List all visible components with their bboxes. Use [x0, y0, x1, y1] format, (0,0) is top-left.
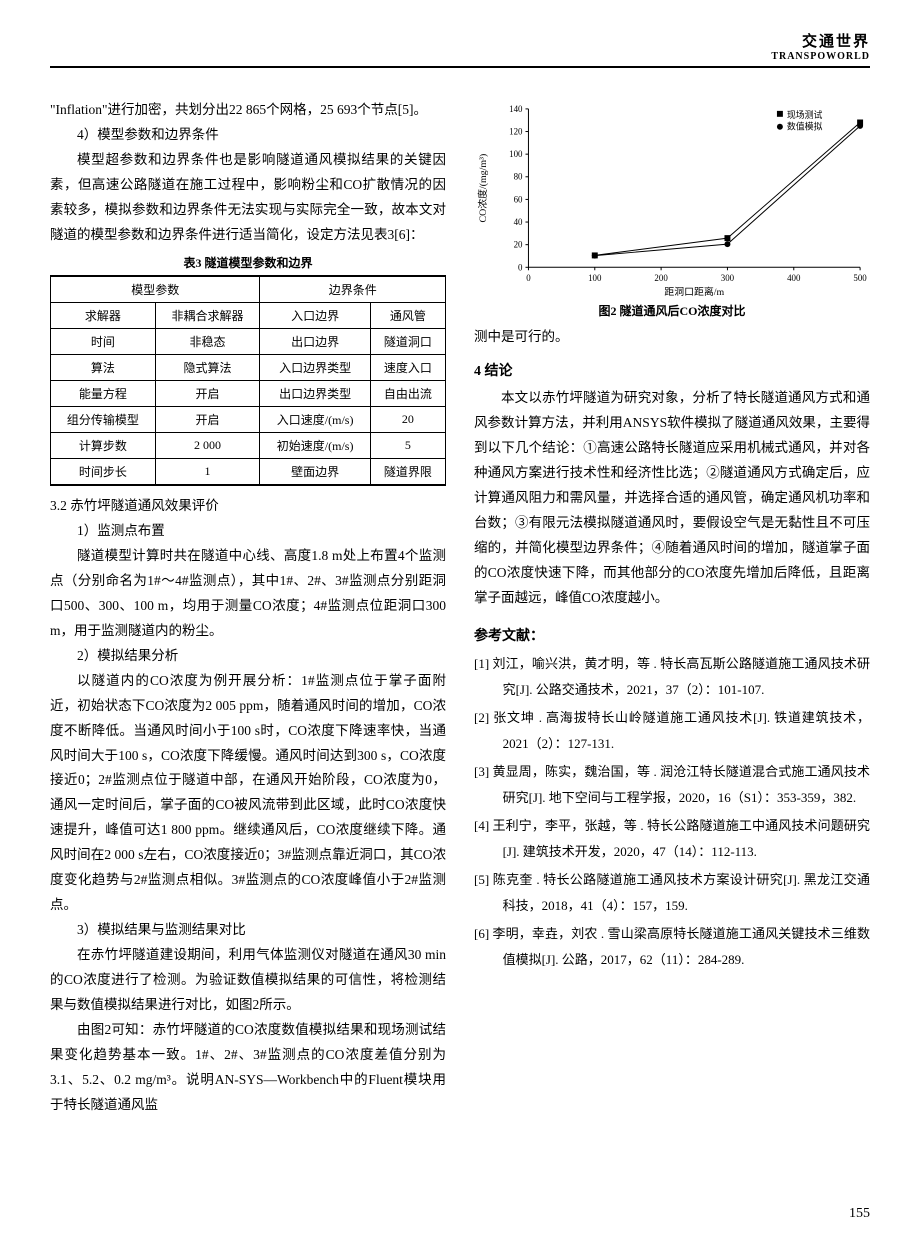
para-monitoring: 隧道模型计算时共在隧道中心线、高度1.8 m处上布置4个监测点（分别命名为1#～… — [50, 544, 446, 644]
journal-title-cn: 交通世界 — [50, 30, 870, 51]
t3c: 2 000 — [155, 432, 260, 458]
para-analysis: 以隧道内的CO浓度为例开展分析：1#监测点位于掌子面附近，初始状态下CO浓度为2… — [50, 669, 446, 919]
svg-text:60: 60 — [514, 194, 523, 204]
t3c: 计算步数 — [51, 432, 156, 458]
figure2-caption: 图2 隧道通风后CO浓度对比 — [474, 302, 870, 319]
svg-text:400: 400 — [787, 273, 801, 283]
section-4-conclusion: 4 结论 — [474, 360, 870, 380]
t3c: 入口边界 — [260, 302, 370, 328]
t3c: 求解器 — [51, 302, 156, 328]
reference-item: [4] 王利宁，李平，张越，等 . 特长公路隧道施工中通风技术问题研究[J]. … — [474, 813, 870, 865]
table3: 模型参数 边界条件 求解器非耦合求解器入口边界通风管 时间非稳态出口边界隧道洞口… — [50, 275, 446, 486]
t3c: 算法 — [51, 354, 156, 380]
svg-text:数值模拟: 数值模拟 — [787, 121, 823, 132]
svg-text:500: 500 — [853, 273, 867, 283]
t3c: 开启 — [155, 380, 260, 406]
reference-item: [5] 陈克奎 . 特长公路隧道施工通风技术方案设计研究[J]. 黑龙江交通科技… — [474, 867, 870, 919]
table3-caption: 表3 隧道模型参数和边界 — [50, 254, 446, 271]
para-inflation: "Inflation"进行加密，共划分出22 865个网格，25 693个节点[… — [50, 98, 446, 123]
svg-text:100: 100 — [588, 273, 602, 283]
svg-text:100: 100 — [509, 149, 523, 159]
reference-item: [2] 张文坤 . 高海拔特长山岭隧道施工通风技术[J]. 铁道建筑技术，202… — [474, 705, 870, 757]
t3c: 隧道洞口 — [370, 328, 445, 354]
reference-item: [1] 刘江，喻兴洪，黄才明，等 . 特长高瓦斯公路隧道施工通风技术研究[J].… — [474, 651, 870, 703]
t3c: 出口边界 — [260, 328, 370, 354]
t3c: 自由出流 — [370, 380, 445, 406]
t3c: 初始速度/(m/s) — [260, 432, 370, 458]
t3c: 5 — [370, 432, 445, 458]
table3-header-1: 边界条件 — [260, 276, 446, 303]
heading-1-monitoring: 1）监测点布置 — [50, 519, 446, 544]
figure2-chart: 0 20 40 60 80 100 120 140 0 100 200 300 400 500 距洞口距离/… — [474, 98, 870, 298]
svg-text:0: 0 — [526, 273, 531, 283]
t3c: 开启 — [155, 406, 260, 432]
svg-text:0: 0 — [518, 262, 523, 272]
t3c: 组分传输模型 — [51, 406, 156, 432]
t3c: 出口边界类型 — [260, 380, 370, 406]
t3c: 入口速度/(m/s) — [260, 406, 370, 432]
left-column: "Inflation"进行加密，共划分出22 865个网格，25 693个节点[… — [50, 98, 446, 1118]
figure2-svg: 0 20 40 60 80 100 120 140 0 100 200 300 400 500 距洞口距离/… — [474, 98, 870, 298]
svg-text:200: 200 — [654, 273, 668, 283]
svg-text:120: 120 — [509, 126, 523, 136]
svg-text:300: 300 — [721, 273, 735, 283]
table3-header-0: 模型参数 — [51, 276, 260, 303]
page-number: 155 — [849, 1206, 870, 1222]
references-title: 参考文献： — [474, 625, 870, 645]
t3c: 壁面边界 — [260, 458, 370, 485]
t3c: 非耦合求解器 — [155, 302, 260, 328]
svg-text:80: 80 — [514, 172, 523, 182]
para-continuation: 测中是可行的。 — [474, 325, 870, 350]
t3c: 速度入口 — [370, 354, 445, 380]
para-conclusion: 本文以赤竹坪隧道为研究对象，分析了特长隧道通风方式和通风参数计算方法，并利用AN… — [474, 386, 870, 611]
t3c: 入口边界类型 — [260, 354, 370, 380]
t3c: 通风管 — [370, 302, 445, 328]
heading-2-analysis: 2）模拟结果分析 — [50, 644, 446, 669]
t3c: 非稳态 — [155, 328, 260, 354]
t3c: 1 — [155, 458, 260, 485]
para-model-params: 模型超参数和边界条件也是影响隧道通风模拟结果的关键因素，但高速公路隧道在施工过程… — [50, 148, 446, 248]
reference-item: [3] 黄显周，陈实，魏治国，等 . 润沧江特长隧道混合式施工通风技术研究[J]… — [474, 759, 870, 811]
svg-text:40: 40 — [514, 217, 523, 227]
svg-text:CO浓度/(mg/m³): CO浓度/(mg/m³) — [476, 154, 489, 223]
para-compare-2: 由图2可知：赤竹坪隧道的CO浓度数值模拟结果和现场测试结果变化趋势基本一致。1#… — [50, 1018, 446, 1118]
t3c: 20 — [370, 406, 445, 432]
para-compare-1: 在赤竹坪隧道建设期间，利用气体监测仪对隧道在通风30 min的CO浓度进行了检测… — [50, 943, 446, 1018]
t3c: 时间 — [51, 328, 156, 354]
svg-text:距洞口距离/m: 距洞口距离/m — [664, 285, 724, 298]
two-column-layout: "Inflation"进行加密，共划分出22 865个网格，25 693个节点[… — [50, 98, 870, 1118]
svg-text:20: 20 — [514, 240, 523, 250]
subsection-3-2: 3.2 赤竹坪隧道通风效果评价 — [50, 494, 446, 519]
heading-4: 4）模型参数和边界条件 — [50, 123, 446, 148]
t3c: 能量方程 — [51, 380, 156, 406]
svg-text:140: 140 — [509, 104, 523, 114]
svg-text:现场测试: 现场测试 — [787, 109, 823, 120]
t3c: 隐式算法 — [155, 354, 260, 380]
heading-3-compare: 3）模拟结果与监测结果对比 — [50, 918, 446, 943]
reference-item: [6] 李明，幸垚，刘农 . 雪山梁高原特长隧道施工通风关键技术三维数值模拟[J… — [474, 921, 870, 973]
t3c: 时间步长 — [51, 458, 156, 485]
right-column: 0 20 40 60 80 100 120 140 0 100 200 300 400 500 距洞口距离/… — [474, 98, 870, 1118]
journal-title-en: TRANSPOWORLD — [50, 51, 870, 62]
t3c: 隧道界限 — [370, 458, 445, 485]
journal-header: 交通世界 TRANSPOWORLD — [50, 30, 870, 68]
